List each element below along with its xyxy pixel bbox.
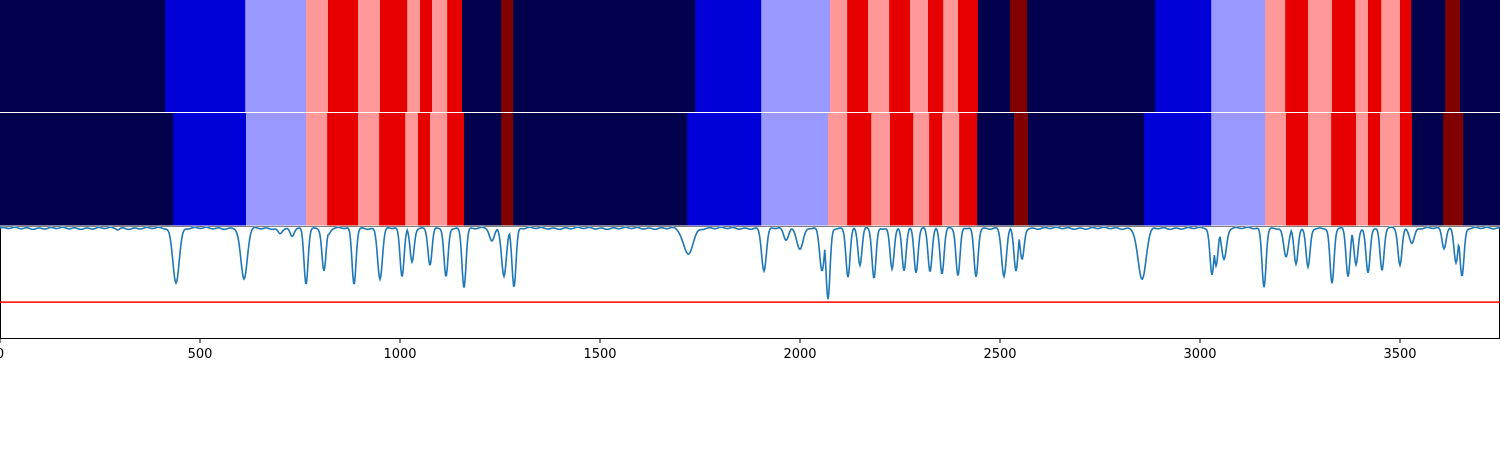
heat1-segment-pink bbox=[830, 0, 848, 112]
heat1-segment-red bbox=[958, 0, 979, 112]
heat2-segment-navy bbox=[0, 113, 174, 226]
heat1-segment-pink bbox=[1381, 0, 1401, 112]
heat1-segment-red bbox=[1285, 0, 1309, 112]
heat1-segment-maroon bbox=[501, 0, 514, 112]
heat1-segment-pink bbox=[407, 0, 421, 112]
heat1-segment-navy bbox=[0, 0, 166, 112]
heat1-segment-blue bbox=[1155, 0, 1212, 112]
heat1-segment-pink bbox=[1308, 0, 1333, 112]
heat1-segment-red bbox=[447, 0, 463, 112]
heat2-segment-red bbox=[959, 113, 978, 226]
heat1-segment-pink bbox=[910, 0, 929, 112]
heat2-segment-navy bbox=[464, 113, 502, 226]
heat2-segment-blue bbox=[1144, 113, 1212, 226]
heat1-segment-lavender bbox=[1211, 0, 1266, 112]
heat1-segment-pink bbox=[432, 0, 448, 112]
heat1-segment-pink bbox=[358, 0, 381, 112]
heat2-segment-maroon bbox=[501, 113, 514, 226]
heat2-segment-pink bbox=[358, 113, 380, 226]
heat2-segment-red bbox=[847, 113, 872, 226]
heat1-segment-pink bbox=[1355, 0, 1369, 112]
heat2-segment-pink bbox=[913, 113, 930, 226]
x-tick-label: 1000 bbox=[383, 347, 416, 362]
line-plot-panel bbox=[0, 226, 1500, 339]
heat2-segment-pink bbox=[828, 113, 848, 226]
heat1-segment-red bbox=[380, 0, 408, 112]
heat2-segment-red bbox=[379, 113, 406, 226]
heat1-segment-navy bbox=[1027, 0, 1156, 112]
heat2-segment-pink bbox=[942, 113, 960, 226]
x-tick-label: 500 bbox=[188, 347, 213, 362]
heat1-segment-maroon bbox=[1010, 0, 1028, 112]
heat2-segment-red bbox=[1331, 113, 1357, 226]
heat1-segment-red bbox=[1368, 0, 1382, 112]
heat2-segment-pink bbox=[430, 113, 448, 226]
heat2-segment-pink bbox=[871, 113, 891, 226]
heat1-segment-red bbox=[928, 0, 944, 112]
heat1-segment-pink bbox=[868, 0, 890, 112]
heat2-segment-maroon bbox=[1443, 113, 1464, 226]
heat2-segment-red bbox=[418, 113, 431, 226]
heat1-segment-blue bbox=[165, 0, 246, 112]
heat1-segment-red bbox=[889, 0, 911, 112]
heat1-segment-lavender bbox=[761, 0, 831, 112]
heat2-segment-navy bbox=[513, 113, 688, 226]
heat2-segment-red bbox=[1286, 113, 1309, 226]
heat1-segment-pink bbox=[1265, 0, 1286, 112]
heat2-segment-red bbox=[1400, 113, 1413, 226]
x-axis: 0 500 1000 1500 2000 2500 3000 3500 bbox=[0, 338, 1417, 362]
heat2-segment-red bbox=[327, 113, 359, 226]
heat1-segment-navy bbox=[1460, 0, 1500, 112]
heat1-segment-pink bbox=[306, 0, 329, 112]
heat2-segment-pink bbox=[1265, 113, 1287, 226]
x-tick-label: 2000 bbox=[783, 347, 816, 362]
heat1-segment-red bbox=[1400, 0, 1412, 112]
heat2-segment-maroon bbox=[1014, 113, 1029, 226]
heat1-segment-navy bbox=[1411, 0, 1446, 112]
heat1-segment-lavender bbox=[245, 0, 307, 112]
heat2-segment-pink bbox=[306, 113, 328, 226]
heat1-segment-red bbox=[1332, 0, 1356, 112]
heat2-segment-red bbox=[890, 113, 914, 226]
x-tick-label: 3500 bbox=[1383, 347, 1416, 362]
heat1-segment-maroon bbox=[1445, 0, 1461, 112]
x-tick-label: 3000 bbox=[1183, 347, 1216, 362]
heat2-segment-pink bbox=[1356, 113, 1369, 226]
heat2-segment-blue bbox=[687, 113, 762, 226]
heat2-segment-lavender bbox=[1211, 113, 1266, 226]
heat2-segment-pink bbox=[1380, 113, 1401, 226]
heat1-segment-red bbox=[847, 0, 869, 112]
heatmap-top-panel bbox=[0, 0, 1500, 112]
heat2-segment-navy bbox=[1412, 113, 1444, 226]
heat1-segment-red bbox=[420, 0, 433, 112]
line-plot-frame bbox=[0, 226, 1500, 339]
x-tick-label: 0 bbox=[0, 347, 4, 362]
signal-line bbox=[0, 226, 1500, 300]
heat2-segment-navy bbox=[1028, 113, 1145, 226]
heat1-segment-red bbox=[328, 0, 359, 112]
heatmap-middle-panel bbox=[0, 113, 1500, 226]
heat2-segment-navy bbox=[977, 113, 1015, 226]
heat1-segment-navy bbox=[462, 0, 502, 112]
heat2-segment-navy bbox=[1463, 113, 1500, 226]
heat2-segment-red bbox=[447, 113, 465, 226]
x-tick-label: 2500 bbox=[983, 347, 1016, 362]
heat2-segment-red bbox=[1368, 113, 1381, 226]
heat1-segment-navy bbox=[513, 0, 696, 112]
heat2-segment-pink bbox=[405, 113, 419, 226]
heat1-segment-blue bbox=[695, 0, 762, 112]
heat2-segment-blue bbox=[173, 113, 247, 226]
heat1-segment-navy bbox=[978, 0, 1011, 112]
x-tick-label: 1500 bbox=[583, 347, 616, 362]
heat2-segment-pink bbox=[1308, 113, 1332, 226]
heat2-segment-lavender bbox=[761, 113, 829, 226]
heat2-segment-red bbox=[929, 113, 943, 226]
heat2-segment-lavender bbox=[246, 113, 307, 226]
heat1-segment-pink bbox=[943, 0, 959, 112]
